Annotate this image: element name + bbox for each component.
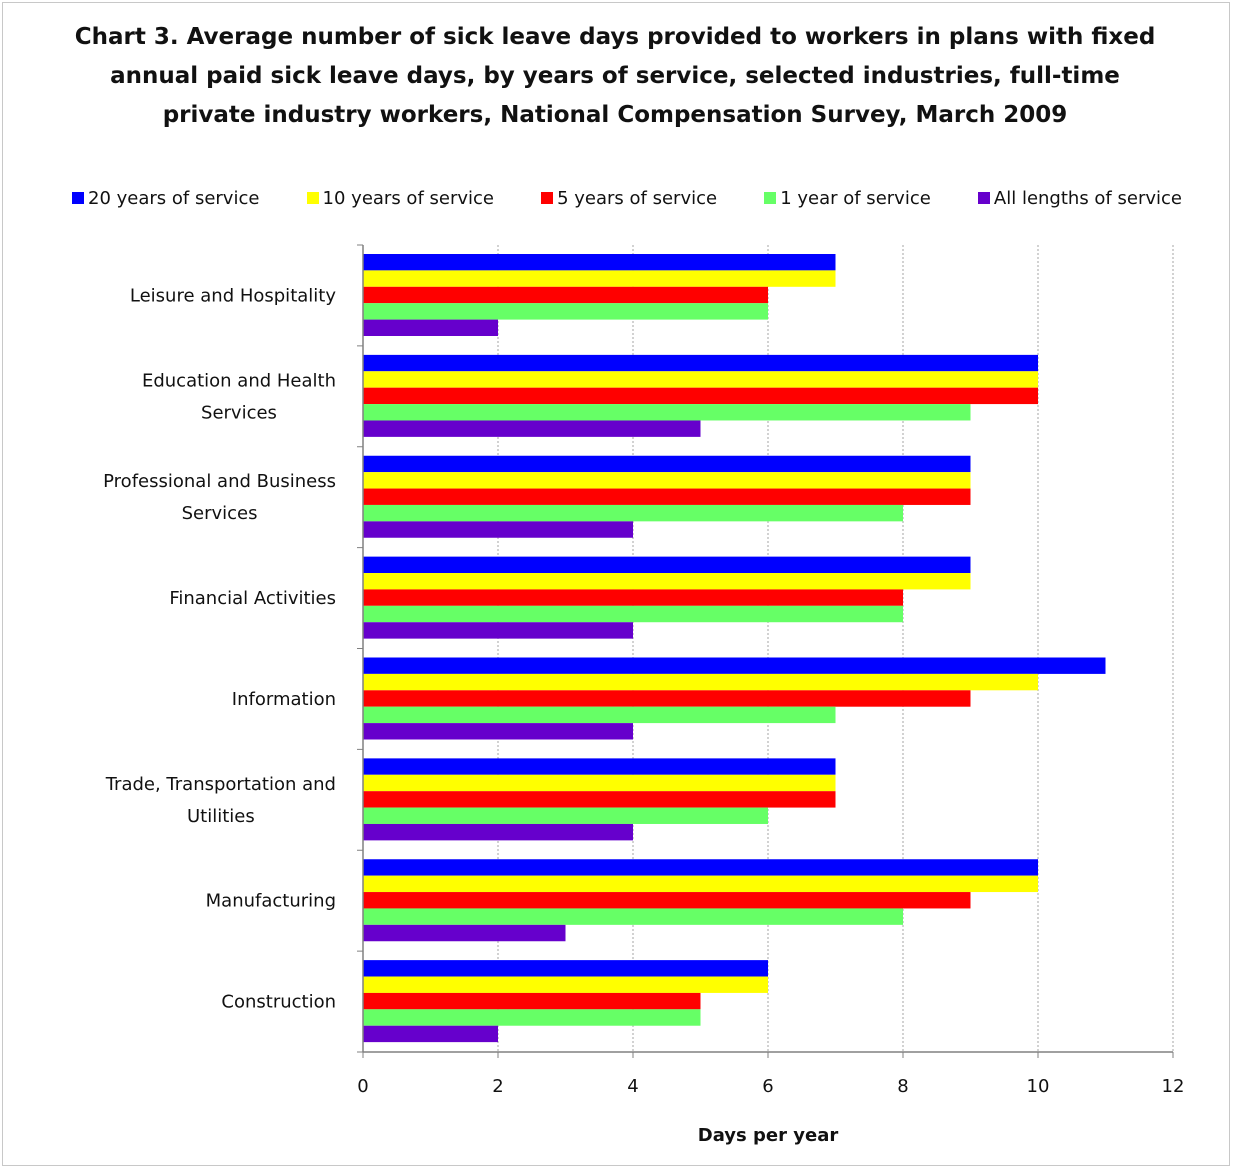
bar-5-years-of-service <box>363 488 971 505</box>
bar-10-years-of-service <box>363 673 1038 691</box>
bar-10-years-of-service <box>363 573 971 590</box>
legend-label: 5 years of service <box>557 187 718 209</box>
bar-20-years-of-service <box>363 556 971 574</box>
chart-legend: 20 years of service 10 years of service … <box>72 186 1182 210</box>
legend-label: All lengths of service <box>993 187 1182 209</box>
legend-swatch <box>977 192 990 204</box>
bar-all-lengths-of-service <box>363 723 633 740</box>
bar-1-year-of-service <box>363 706 836 724</box>
x-tick-label: 6 <box>762 1076 773 1097</box>
bar-10-years-of-service <box>363 472 971 489</box>
category-label: Construction <box>221 992 336 1013</box>
bar-10-years-of-service <box>363 371 1038 388</box>
category-label: Information <box>232 689 336 710</box>
legend-item-10-years: 10 years of service <box>306 187 494 209</box>
legend-item-1-year: 1 year of service <box>764 188 931 209</box>
category-label: Manufacturing <box>206 891 336 912</box>
bar-1-year-of-service <box>363 303 768 320</box>
bar-1-year-of-service <box>363 908 903 925</box>
bar-5-years-of-service <box>363 387 1038 405</box>
bar-5-years-of-service <box>363 589 903 606</box>
legend-label: 10 years of service <box>322 187 494 209</box>
bar-5-years-of-service <box>363 791 836 808</box>
bar-1-year-of-service <box>363 807 768 824</box>
category-label: Services <box>182 503 258 524</box>
legend-swatch <box>306 192 319 204</box>
bar-1-year-of-service <box>363 1009 701 1026</box>
chart-title-line-2: annual paid sick leave days, by years of… <box>110 63 1120 89</box>
bar-1-year-of-service <box>363 605 903 623</box>
x-tick-label: 8 <box>897 1076 908 1097</box>
legend-swatch <box>541 192 554 204</box>
bar-all-lengths-of-service <box>363 622 633 639</box>
bar-10-years-of-service <box>363 774 836 792</box>
legend-item-all-lengths: All lengths of service <box>977 187 1182 209</box>
bar-all-lengths-of-service <box>363 924 566 942</box>
category-label: Education and Health <box>142 370 336 391</box>
chart-title-line-1: Chart 3. Average number of sick leave da… <box>74 24 1156 50</box>
bar-20-years-of-service <box>363 758 836 775</box>
bar-1-year-of-service <box>363 504 903 522</box>
bar-20-years-of-service <box>363 354 1038 372</box>
chart-title: Chart 3. Average number of sick leave da… <box>40 18 1190 135</box>
bar-all-lengths-of-service <box>363 823 633 841</box>
bar-20-years-of-service <box>363 254 836 271</box>
legend-label: 20 years of service <box>88 187 260 209</box>
x-tick-label: 2 <box>492 1076 503 1097</box>
bar-20-years-of-service <box>363 657 1106 674</box>
category-label: Services <box>201 402 277 423</box>
x-axis-title: Days per year <box>698 1125 839 1146</box>
x-tick-label: 4 <box>627 1076 638 1097</box>
bar-all-lengths-of-service <box>363 521 633 538</box>
bar-20-years-of-service <box>363 859 1038 876</box>
bar-10-years-of-service <box>363 875 1038 893</box>
legend-item-20-years: 20 years of service <box>72 188 259 209</box>
chart-title-line-3: private industry workers, National Compe… <box>162 102 1068 128</box>
category-label: Trade, Transportation and <box>105 774 336 795</box>
bar-10-years-of-service <box>363 976 768 993</box>
category-label: Financial Activities <box>169 588 336 609</box>
category-label: Leisure and Hospitality <box>130 285 336 306</box>
bar-10-years-of-service <box>363 270 836 287</box>
bar-1-year-of-service <box>363 404 971 421</box>
legend-item-5-years: 5 years of service <box>541 188 717 209</box>
bar-all-lengths-of-service <box>363 1025 498 1043</box>
bar-5-years-of-service <box>363 892 971 909</box>
x-tick-label: 10 <box>1027 1076 1050 1097</box>
bar-5-years-of-service <box>363 992 701 1010</box>
legend-label: 1 year of service <box>780 187 931 209</box>
x-tick-label: 0 <box>357 1076 368 1097</box>
bar-20-years-of-service <box>363 960 768 977</box>
legend-swatch <box>72 192 84 204</box>
legend-swatch <box>764 192 777 204</box>
bar-20-years-of-service <box>363 455 971 473</box>
bar-5-years-of-service <box>363 690 971 707</box>
x-tick-label: 12 <box>1162 1076 1185 1097</box>
category-label: Utilities <box>187 806 255 827</box>
bar-all-lengths-of-service <box>363 420 701 437</box>
bar-all-lengths-of-service <box>363 319 498 336</box>
bar-5-years-of-service <box>363 286 768 304</box>
category-label: Professional and Business <box>103 471 336 492</box>
